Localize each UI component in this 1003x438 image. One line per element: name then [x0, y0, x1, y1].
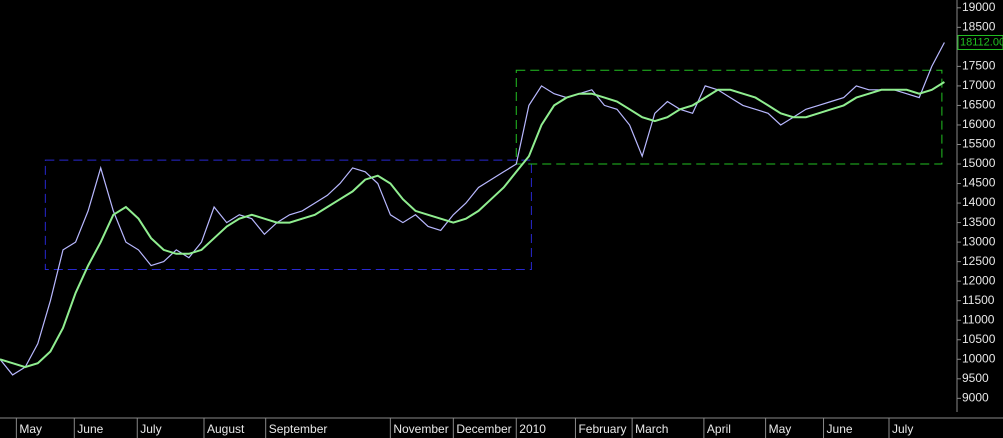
y-tick-label: 13500	[962, 215, 996, 229]
y-tick-label: 14000	[962, 195, 996, 209]
y-tick-label: 15500	[962, 137, 996, 151]
y-tick-label: 15000	[962, 156, 996, 170]
y-tick-label: 16500	[962, 98, 996, 112]
x-tick-label: June	[77, 422, 103, 436]
y-tick-label: 17500	[962, 59, 996, 73]
y-tick-label: 18500	[962, 20, 996, 34]
x-tick-label: June	[827, 422, 853, 436]
y-tick-label: 16000	[962, 117, 996, 131]
x-tick-label: November	[393, 422, 448, 436]
y-tick-label: 9000	[962, 391, 989, 405]
x-tick-label: July	[140, 422, 161, 436]
y-tick-label: 17000	[962, 78, 996, 92]
y-tick-label: 11000	[962, 312, 995, 326]
price-line	[0, 42, 945, 376]
y-tick-label: 9500	[962, 371, 989, 385]
x-tick-label: July	[892, 422, 913, 436]
y-tick-label: 14500	[962, 176, 996, 190]
y-tick-label: 10500	[962, 332, 996, 346]
x-tick-label: May	[19, 422, 42, 436]
y-tick-label: 12000	[962, 273, 996, 287]
x-tick-label: February	[578, 422, 626, 436]
x-tick-label: March	[635, 422, 668, 436]
y-tick-label: 19000	[962, 0, 996, 14]
price-line	[0, 81, 945, 369]
x-tick-label: 2010	[519, 422, 546, 436]
x-tick-label: September	[269, 422, 328, 436]
y-tick-label: 12500	[962, 254, 996, 268]
x-tick-label: August	[207, 422, 245, 436]
last-price-label: 18112.00	[960, 36, 1003, 48]
y-tick-label: 11500	[962, 293, 995, 307]
x-tick-label: May	[769, 422, 792, 436]
x-tick-label: December	[456, 422, 511, 436]
y-tick-label: 13000	[962, 234, 996, 248]
x-tick-label: April	[707, 422, 731, 436]
last-price-box	[957, 34, 1003, 50]
range-box	[515, 69, 943, 165]
range-box	[44, 159, 532, 270]
y-tick-label: 10000	[962, 351, 996, 365]
